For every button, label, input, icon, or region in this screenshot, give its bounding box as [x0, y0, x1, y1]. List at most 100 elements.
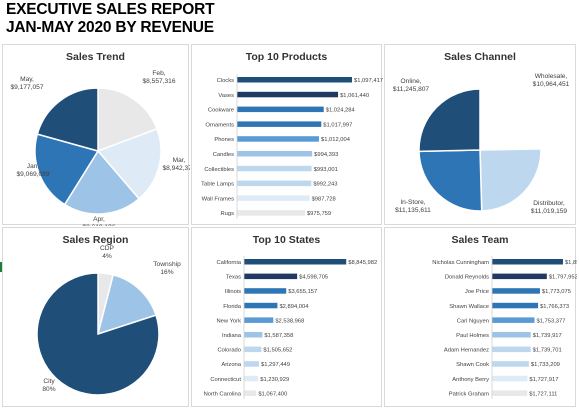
pie-slice-distributor: [479, 148, 542, 212]
top-products-title: Top 10 Products: [245, 51, 328, 63]
bar-value-table-lamps: $992,243: [313, 182, 337, 188]
bar-category-north-carolina: North Carolina: [204, 391, 242, 397]
pie-slice-feb: [97, 87, 158, 153]
bar-category-ornaments: Ornaments: [205, 122, 234, 128]
bar-donald-reynolds: [492, 273, 547, 280]
bar-category-rugs: Rugs: [220, 211, 234, 217]
pie-slice-city: [36, 272, 160, 396]
bar-value-arizona: $1,297,449: [261, 362, 290, 368]
report-title-line2: JAN-MAY 2020 BY REVENUE: [6, 19, 214, 36]
pie-label-wholesale: Wholesale, $10,964,451: [533, 73, 570, 88]
bar-category-donald-reynolds: Donald Reynolds: [445, 275, 489, 281]
bar-florida: [244, 302, 278, 309]
bar-category-candles: Candles: [213, 152, 234, 158]
pie-slice-wholesale: [479, 88, 542, 151]
sales-trend-panel[interactable]: Sales Trend Jan, $9,069,089 Feb, $8,557,316…: [2, 44, 190, 226]
sales-region-panel[interactable]: Sales Region CDP 4% Township 16% City 80%: [2, 227, 189, 407]
bar-texas: [244, 273, 298, 280]
bar-category-vases: Vases: [218, 93, 234, 99]
bar-category-clocks: Clocks: [217, 78, 234, 84]
bar-value-new-york: $2,538,968: [275, 318, 304, 324]
top-products-chart: Clocks $1,097,417 Vases $1,061,440 Cookware $…: [201, 74, 383, 219]
bar-rugs: [237, 210, 305, 216]
bar-phones: [237, 136, 319, 142]
bar-vases: [237, 91, 339, 98]
top-products-panel[interactable]: Top 10 Products Clocks $1,097,417 Vases $1,…: [191, 44, 383, 225]
bar-value-patrick-graham: $1,727,111: [529, 391, 557, 397]
pie-label-apr: Apr,$8,619,196: [82, 216, 115, 226]
bar-shawn-wallace: [492, 302, 539, 309]
bar-category-colorado: Colorado: [217, 348, 241, 354]
bar-value-florida: $2,894,004: [279, 304, 309, 310]
bar-value-adam-hernandez: $1,739,701: [533, 348, 562, 354]
bar-category-paul-holmes: Paul Holmes: [456, 333, 489, 339]
bar-category-florida: Florida: [223, 304, 241, 310]
bar-value-north-carolina: $1,067,400: [258, 391, 287, 397]
sales-trend-title: Sales Trend: [66, 51, 125, 63]
bar-category-phones: Phones: [214, 137, 234, 143]
bar-value-phones: $1,012,004: [321, 137, 351, 143]
bar-value-cookware: $1,024,284: [326, 108, 356, 114]
bar-category-new-york: New York: [217, 318, 242, 324]
bar-carl-nguyen: [492, 317, 535, 323]
bar-value-clocks: $1,097,417: [354, 78, 383, 84]
pie-slice-apr: [96, 127, 162, 200]
bar-north-carolina: [244, 390, 257, 396]
pie-label-in-store: In-Store, $11,135,611: [395, 199, 431, 214]
top-states-panel[interactable]: Top 10 States California $8,845,982 Texas $…: [191, 227, 382, 407]
sales-trend-chart: Jan, $9,069,089 Feb, $8,557,316 Mar, $8,942,3…: [10, 70, 190, 226]
pie-label-city: City 80%: [42, 378, 55, 393]
bar-value-shawn-cook: $1,733,209: [531, 362, 560, 368]
sales-team-panel[interactable]: Sales Team Nicholas Cunningham $1,856,248…: [384, 227, 577, 407]
bar-category-connecticut: Connecticut: [210, 377, 241, 383]
bar-collectibles: [237, 165, 312, 172]
bar-nicholas-cunningham: [492, 259, 563, 265]
sales-team-chart: Nicholas Cunningham $1,856,248 Donald Reyn…: [432, 256, 577, 399]
top-states-chart: California $8,845,982 Texas $4,598,705 Illin…: [204, 256, 377, 399]
pie-slice-in-store: [418, 149, 483, 212]
bar-category-collectibles: Collectibles: [204, 167, 234, 173]
bar-category-cookware: Cookware: [208, 108, 234, 114]
pie-slice-jan: [34, 133, 100, 206]
bar-illinois: [244, 288, 287, 294]
bar-value-illinois: $3,655,157: [288, 289, 317, 295]
bar-indiana: [244, 332, 263, 338]
bar-paul-holmes: [492, 332, 531, 338]
bar-candles: [237, 151, 313, 157]
bar-value-shawn-wallace: $1,766,373: [540, 304, 569, 310]
bar-value-candles: $994,393: [314, 152, 338, 158]
bar-category-illinois: Illinois: [225, 289, 241, 295]
top-states-title: Top 10 States: [252, 234, 321, 246]
bar-value-california: $8,845,982: [348, 260, 377, 266]
pie-label-online: Online, $11,245,807: [393, 78, 430, 93]
pie-label-jan: Jan, $9,069,089: [16, 163, 49, 178]
bar-value-collectibles: $993,001: [314, 167, 338, 173]
bar-category-joe-price: Joe Price: [465, 289, 489, 295]
sales-team-title: Sales Team: [451, 234, 509, 246]
sales-region-chart: CDP 4% Township 16% City 80%: [36, 245, 181, 396]
bar-wall-frames: [237, 195, 310, 201]
bar-category-shawn-cook: Shawn Cook: [456, 362, 489, 368]
bar-value-vases: $1,061,440: [340, 93, 369, 99]
bar-ornaments: [237, 121, 322, 127]
bar-category-nicholas-cunningham: Nicholas Cunningham: [432, 260, 489, 266]
bar-arizona: [244, 361, 259, 367]
bar-value-texas: $4,598,705: [299, 275, 328, 281]
bar-value-rugs: $975,759: [307, 211, 331, 217]
bar-value-nicholas-cunningham: $1,856,248: [565, 260, 577, 266]
bar-shawn-cook: [492, 361, 529, 367]
bar-category-shawn-wallace: Shawn Wallace: [449, 304, 489, 310]
bar-patrick-graham: [492, 390, 528, 396]
sales-channel-panel[interactable]: Sales Channel Wholesale, $10,964,451 Distr…: [384, 44, 576, 225]
pie-label-mar: Mar,$8,942,371: [162, 157, 190, 172]
pie-label-feb: Feb, $8,557,316: [142, 70, 175, 85]
sales-channel-chart: Wholesale, $10,964,451 Distributor, $11,019…: [393, 73, 570, 215]
bar-value-donald-reynolds: $1,797,952: [549, 275, 577, 281]
bar-connecticut: [244, 375, 259, 382]
pie-slice-online: [418, 88, 481, 153]
pie-slice-mar: [63, 149, 141, 215]
bar-category-adam-hernandez: Adam Hernandez: [444, 348, 489, 354]
bar-value-paul-holmes: $1,739,917: [533, 333, 562, 339]
bar-clocks: [237, 77, 352, 83]
bar-value-colorado: $1,505,652: [263, 348, 292, 354]
